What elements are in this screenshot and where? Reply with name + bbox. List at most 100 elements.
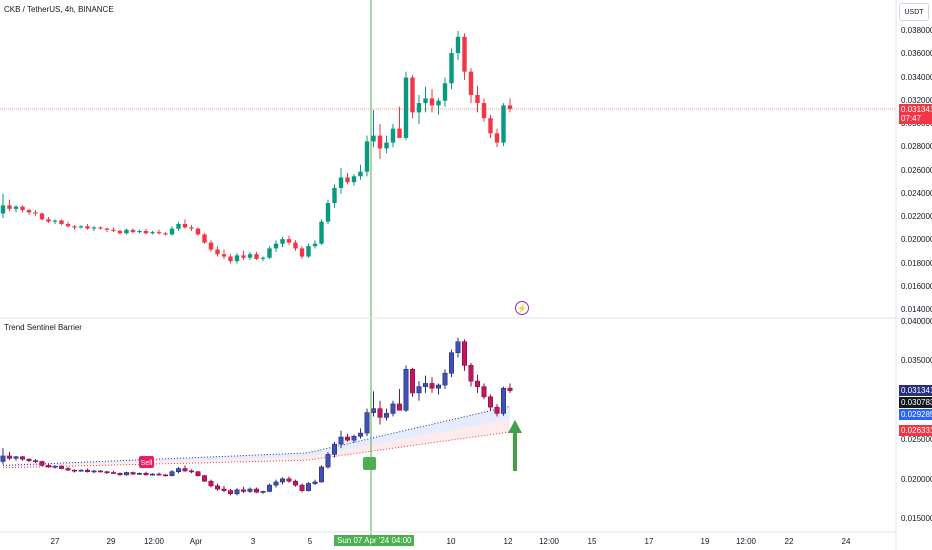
indicator-bar-body (91, 470, 97, 473)
indicator-bar-body (85, 469, 91, 473)
candle-body (150, 232, 155, 234)
candle-body (254, 254, 259, 259)
price-tick-label: 0.026000 (901, 165, 932, 175)
candle-body (403, 77, 409, 138)
signal-markers: Sell (139, 420, 522, 471)
candle-body (455, 36, 461, 54)
candle-body (176, 223, 181, 229)
candle-body (98, 227, 103, 229)
indicator-bar-body (292, 480, 298, 486)
indicator-bar-body (176, 468, 182, 473)
indicator-bar-body (273, 481, 279, 486)
candle-body (416, 103, 422, 113)
indicator-bar-body (286, 478, 292, 482)
candle-body (260, 257, 266, 259)
indicator-bars (0, 337, 513, 496)
time-tick-label: 3 (250, 537, 256, 546)
candle-body (221, 254, 227, 257)
indicator-bar-body (357, 432, 363, 437)
price-tick-label: 0.022000 (901, 212, 932, 221)
indicator-bar-body (215, 485, 221, 490)
currency-unit-button[interactable]: USDT (899, 3, 929, 21)
indicator-bar-body (130, 472, 136, 475)
indicator-bar-body (7, 455, 13, 459)
time-tick-label: 12:00 (735, 537, 757, 546)
candle-body (208, 242, 214, 250)
candle-body (332, 187, 337, 204)
candle-body (507, 105, 513, 109)
candle-body (501, 105, 506, 143)
upper-band-line (2, 405, 511, 466)
candle-body (371, 135, 376, 142)
candle-body (475, 94, 480, 104)
indicator-bar-body (474, 380, 480, 387)
indicator-bar-body (318, 466, 324, 483)
indicator-bar-body (202, 475, 208, 482)
candle-body (410, 77, 415, 113)
time-tick-label: Apr (189, 537, 203, 546)
lower-band-fill (3, 419, 510, 468)
candle-body (358, 171, 363, 177)
time-tick-label: 19 (700, 537, 710, 546)
indicator-bar-body (150, 473, 156, 476)
indicator-bar-body (52, 465, 58, 468)
time-tick-label: 5 (307, 537, 313, 546)
time-tick-label: 22 (784, 537, 794, 546)
candle-body (7, 205, 12, 209)
candle-body (429, 98, 435, 106)
indicator-bar-body (234, 489, 240, 495)
price-tick-label: 0.036000 (901, 49, 932, 59)
candle-body (65, 223, 71, 227)
candle-body (215, 249, 220, 255)
indicator-bar-body (104, 471, 110, 474)
indicator-bar-body (72, 469, 78, 472)
crosshair-time-label: Sun 07 Apr '24 04:00 (334, 535, 415, 546)
candle-body (59, 220, 64, 224)
candle-body (13, 206, 19, 209)
candle-body (195, 228, 201, 235)
time-tick-label: 27 (50, 537, 60, 546)
indicator-bar-body (351, 435, 357, 441)
indicator-bar-body (370, 408, 376, 413)
indicator-bar-body (19, 456, 25, 460)
indicator-bar-body (98, 470, 104, 473)
symbol-title[interactable]: CKB / TetherUS, 4h, BINANCE (4, 5, 114, 14)
indicator-bar-body (0, 455, 6, 462)
indicator-bar-body (228, 490, 234, 495)
indicator-tick-label: 0.020000 (901, 474, 932, 484)
candle-body (468, 71, 474, 95)
candle-body (377, 135, 383, 149)
candle-body (319, 221, 324, 244)
lower-band-line (2, 431, 511, 469)
candle-body (338, 177, 344, 188)
indicator-tick-label: 0.040000 (901, 317, 932, 326)
candle-body (293, 242, 298, 249)
time-tick-label: 12:00 (538, 537, 560, 546)
time-tick-label: 17 (644, 537, 654, 546)
candle-body (449, 53, 454, 84)
candle-body (72, 226, 77, 228)
candle-body (33, 212, 38, 214)
indicator-bar-body (163, 474, 169, 477)
indicator-bar-body (487, 396, 493, 408)
indicator-bar-body (481, 386, 487, 398)
indicator-tick-label: 0.015000 (901, 514, 932, 523)
candle-body (280, 239, 285, 244)
price-tick-label: 0.034000 (901, 72, 932, 82)
indicator-bar-body (26, 458, 32, 461)
price-tick-label: 0.014000 (901, 305, 932, 314)
indicator-bar-body (117, 472, 123, 476)
time-tick-label: 29 (106, 537, 116, 546)
indicator-tick-label: 0.025000 (901, 435, 932, 445)
indicator-bar-body (78, 469, 84, 472)
candle-body (26, 210, 32, 213)
indicator-bar-body (396, 403, 402, 411)
candle-body (228, 256, 233, 262)
candle-body (267, 248, 272, 258)
indicator-bar-body (455, 341, 461, 354)
indicator-title[interactable]: Trend Sentinel Barrier (4, 323, 82, 332)
lightning-icon[interactable]: ⚡ (515, 301, 529, 315)
indicator-bar-body (442, 372, 448, 386)
indicator-bands (2, 405, 511, 469)
